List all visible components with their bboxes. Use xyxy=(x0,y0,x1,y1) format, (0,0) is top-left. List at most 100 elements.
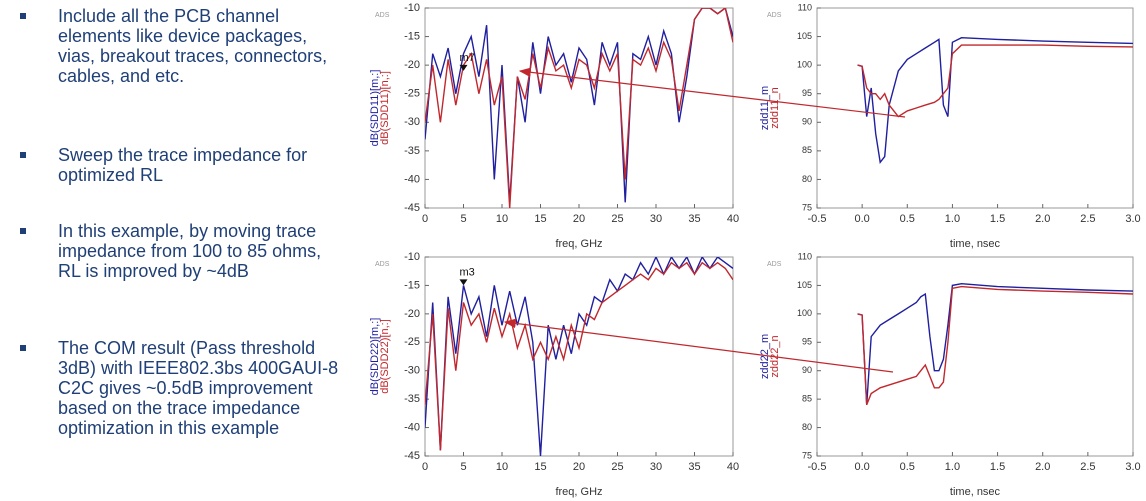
bullet-square xyxy=(20,228,26,234)
y-tick-label: -20 xyxy=(404,59,420,71)
legend-label: dB(SDD22)[n,:] xyxy=(379,319,391,394)
y-tick-label: -45 xyxy=(404,450,420,462)
y-tick-label: -15 xyxy=(404,279,420,291)
marker-triangle xyxy=(459,64,468,71)
x-tick-label: 25 xyxy=(611,213,623,225)
bullet-list: Include all the PCB channel elements lik… xyxy=(0,0,350,501)
x-tick-label: 0.5 xyxy=(900,461,915,473)
bullet-text: The COM result (Pass threshold 3dB) with… xyxy=(58,338,339,438)
y-tick-label: 95 xyxy=(802,88,812,98)
legend-label: zdd22_m xyxy=(759,334,771,379)
x-tick-label: 35 xyxy=(688,461,700,473)
series-line xyxy=(857,282,1133,405)
x-tick-label: 2.0 xyxy=(1035,213,1050,225)
x-tick-label: 3.0 xyxy=(1125,213,1140,225)
y-tick-label: 80 xyxy=(802,174,812,184)
x-tick-label: -0.5 xyxy=(808,461,827,473)
y-tick-label: -45 xyxy=(404,202,420,214)
bullet-square xyxy=(20,13,26,19)
x-tick-label: 1.5 xyxy=(990,461,1005,473)
plot-lines xyxy=(425,8,733,208)
marker-label: m7 xyxy=(460,52,475,64)
y-tick-label: 105 xyxy=(797,31,812,41)
y-tick-label: -10 xyxy=(404,251,420,263)
x-tick-label: 15 xyxy=(534,213,546,225)
x-tick-label: 2.5 xyxy=(1080,213,1095,225)
y-tick-label: 85 xyxy=(802,394,812,404)
y-tick-label: 100 xyxy=(797,60,812,70)
y-tick-label: -25 xyxy=(404,336,420,348)
y-tick-label: -25 xyxy=(404,88,420,100)
x-axis-label: time, nsec xyxy=(950,486,1001,498)
x-tick-label: 0 xyxy=(422,461,428,473)
y-tick-label: -10 xyxy=(404,2,420,14)
x-tick-label: 35 xyxy=(688,213,700,225)
y-tick-label: 110 xyxy=(798,251,812,261)
y-tick-label: -40 xyxy=(404,173,420,185)
x-tick-label: 10 xyxy=(496,213,508,225)
y-tick-label: 80 xyxy=(802,422,812,432)
marker-label: m3 xyxy=(460,266,475,278)
series-line xyxy=(857,285,1133,406)
x-tick-label: 30 xyxy=(650,213,662,225)
arrow xyxy=(503,318,894,373)
x-tick-label: 25 xyxy=(611,461,623,473)
y-tick-label: 75 xyxy=(802,450,812,460)
x-tick-label: 20 xyxy=(573,213,585,225)
y-tick-label: -40 xyxy=(404,421,420,433)
watermark: ADS xyxy=(767,261,782,268)
series-line xyxy=(425,257,733,456)
x-tick-label: 1.0 xyxy=(945,213,960,225)
y-tick-label: 90 xyxy=(802,117,812,127)
bullet-text: In this example, by moving trace impedan… xyxy=(58,221,322,281)
x-tick-label: 0.0 xyxy=(854,213,869,225)
y-tick-label: 90 xyxy=(802,365,812,375)
bullet-text: Include all the PCB channel elements lik… xyxy=(58,6,328,86)
y-tick-label: -20 xyxy=(404,308,420,320)
plot-frame xyxy=(816,7,1134,209)
series-line xyxy=(425,8,733,203)
x-tick-label: 1.0 xyxy=(945,461,960,473)
y-tick-label: 75 xyxy=(802,202,812,212)
y-tick-label: -35 xyxy=(404,393,420,405)
x-axis-label: freq, GHz xyxy=(555,486,602,498)
y-tick-label: 95 xyxy=(802,337,812,347)
x-tick-label: 30 xyxy=(650,461,662,473)
legend-label: dB(SDD22)[m,:] xyxy=(369,318,381,396)
x-tick-label: 10 xyxy=(496,461,508,473)
watermark: ADS xyxy=(767,12,782,19)
x-axis-label: time, nsec xyxy=(950,238,1001,250)
legend-label: zdd11_n xyxy=(769,87,781,128)
x-axis-label: freq, GHz xyxy=(555,238,602,250)
x-tick-label: 15 xyxy=(534,461,546,473)
bullet-square xyxy=(20,152,26,158)
marker-triangle xyxy=(459,279,468,286)
bullet-text: Sweep the trace impedance for optimized … xyxy=(58,145,308,185)
x-tick-label: 40 xyxy=(727,461,739,473)
y-tick-label: -35 xyxy=(404,145,420,157)
x-tick-label: 0 xyxy=(422,213,428,225)
plot-frame xyxy=(424,256,734,457)
series-line xyxy=(857,44,1133,118)
x-tick-label: 40 xyxy=(727,213,739,225)
plot-lines xyxy=(857,282,1133,406)
series-line xyxy=(425,261,733,451)
x-tick-label: 2.0 xyxy=(1035,461,1050,473)
watermark: ADS xyxy=(375,261,390,268)
x-tick-label: 20 xyxy=(573,461,585,473)
legend-label: zdd11_m xyxy=(759,86,771,130)
plot-lines xyxy=(425,257,733,456)
series-line xyxy=(425,8,733,208)
y-tick-label: -15 xyxy=(404,30,420,42)
watermark: ADS xyxy=(375,12,390,19)
x-tick-label: -0.5 xyxy=(808,213,827,225)
y-tick-label: 105 xyxy=(797,280,812,290)
y-tick-label: -30 xyxy=(404,365,420,377)
legend-label: dB(SDD11)[m,:] xyxy=(369,70,381,147)
series-line xyxy=(857,36,1133,164)
y-tick-label: -30 xyxy=(404,116,420,128)
x-tick-label: 0.0 xyxy=(854,461,869,473)
y-tick-label: 100 xyxy=(797,308,812,318)
